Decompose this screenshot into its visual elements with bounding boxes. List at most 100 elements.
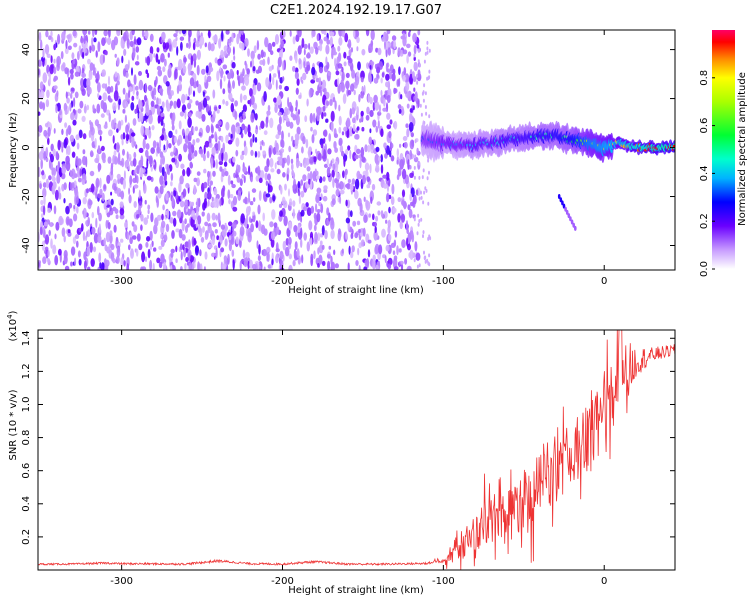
- noise-speckle: [70, 92, 73, 99]
- noise-speckle: [282, 76, 285, 82]
- noise-speckle: [111, 119, 115, 130]
- tail-feature-point: [572, 222, 575, 228]
- noise-speckle: [153, 53, 156, 58]
- noise-speckle: [314, 231, 318, 243]
- noise-speckle: [67, 91, 70, 97]
- noise-speckle: [147, 209, 150, 215]
- noise-speckle: [317, 152, 322, 161]
- noise-speckle: [363, 214, 368, 224]
- noise-speckle: [44, 234, 50, 245]
- noise-speckle: [333, 249, 336, 256]
- noise-speckle: [128, 164, 131, 171]
- noise-speckle: [128, 89, 131, 99]
- noise-speckle: [258, 177, 263, 184]
- noise-speckle: [187, 117, 192, 128]
- noise-speckle: [270, 168, 275, 173]
- noise-speckle: [292, 172, 296, 180]
- noise-speckle: [222, 142, 225, 153]
- noise-speckle: [370, 196, 373, 204]
- noise-speckle: [152, 262, 155, 270]
- noise-speckle: [357, 247, 360, 256]
- noise-speckle: [409, 108, 413, 113]
- noise-speckle: [133, 74, 137, 86]
- noise-speckle: [308, 42, 311, 50]
- noise-speckle: [41, 170, 45, 176]
- noise-speckle: [38, 31, 42, 42]
- noise-speckle: [195, 138, 200, 143]
- noise-speckle: [250, 176, 253, 183]
- noise-speckle: [92, 104, 95, 111]
- noise-speckle: [394, 230, 398, 238]
- noise-speckle: [146, 158, 149, 169]
- noise-speckle: [133, 184, 139, 189]
- noise-speckle: [346, 117, 351, 128]
- noise-speckle: [384, 255, 387, 263]
- noise-speckle: [209, 180, 213, 186]
- noise-speckle: [406, 128, 410, 138]
- noise-speckle: [97, 41, 101, 53]
- noise-speckle: [421, 175, 424, 180]
- noise-speckle: [406, 43, 411, 49]
- noise-speckle: [48, 175, 52, 181]
- noise-speckle: [106, 37, 112, 46]
- noise-speckle: [91, 227, 96, 235]
- noise-speckle: [423, 190, 426, 195]
- noise-speckle: [279, 31, 284, 40]
- noise-speckle: [83, 34, 86, 45]
- y-tick-label: 0.2: [21, 529, 32, 545]
- noise-speckle: [175, 258, 178, 264]
- noise-speckle: [322, 176, 326, 182]
- noise-speckle: [424, 105, 427, 109]
- colorbar-tick-label: 0.6: [699, 118, 710, 134]
- noise-speckle: [102, 92, 108, 102]
- noise-speckle: [118, 98, 122, 106]
- noise-speckle: [101, 192, 105, 202]
- noise-speckle: [82, 51, 85, 60]
- noise-speckle: [188, 145, 192, 155]
- noise-speckle: [386, 30, 391, 35]
- noise-speckle: [339, 145, 344, 153]
- noise-speckle: [44, 44, 50, 55]
- noise-speckle: [115, 255, 120, 264]
- noise-speckle: [185, 182, 190, 189]
- noise-speckle: [67, 231, 72, 237]
- noise-speckle: [411, 233, 415, 243]
- noise-speckle: [55, 150, 59, 160]
- noise-speckle: [164, 58, 167, 67]
- noise-speckle: [213, 201, 218, 208]
- noise-speckle: [332, 51, 338, 56]
- noise-speckle: [119, 201, 124, 208]
- y-tick-label: 40: [21, 43, 32, 56]
- noise-speckle: [386, 124, 392, 130]
- noise-speckle: [337, 45, 341, 52]
- noise-speckle: [385, 244, 390, 252]
- noise-speckle: [232, 195, 238, 206]
- x-tick-label: -200: [271, 276, 294, 287]
- snr-y-multiplier: (x104): [6, 310, 19, 341]
- noise-speckle: [320, 203, 324, 214]
- x-tick-label: -100: [432, 276, 455, 287]
- noise-speckle: [282, 60, 285, 71]
- noise-speckle: [424, 186, 427, 191]
- noise-speckle: [74, 187, 79, 198]
- noise-speckle: [264, 172, 269, 181]
- noise-speckle: [122, 148, 125, 156]
- noise-speckle: [312, 129, 318, 136]
- noise-speckle: [198, 148, 204, 155]
- noise-speckle: [428, 69, 431, 74]
- noise-speckle: [80, 37, 84, 44]
- noise-speckle: [228, 79, 231, 89]
- noise-speckle: [96, 103, 101, 114]
- noise-speckle: [215, 123, 220, 129]
- noise-speckle: [204, 251, 208, 260]
- noise-speckle: [163, 234, 168, 242]
- noise-speckle: [210, 134, 214, 139]
- noise-speckle: [401, 239, 406, 249]
- noise-speckle: [253, 85, 257, 96]
- spectrogram-x-ticks: -300 -200 -100 0: [110, 30, 607, 287]
- noise-speckle: [114, 208, 119, 214]
- noise-speckle: [253, 45, 257, 54]
- noise-speckle: [136, 214, 140, 219]
- noise-speckle: [348, 49, 352, 57]
